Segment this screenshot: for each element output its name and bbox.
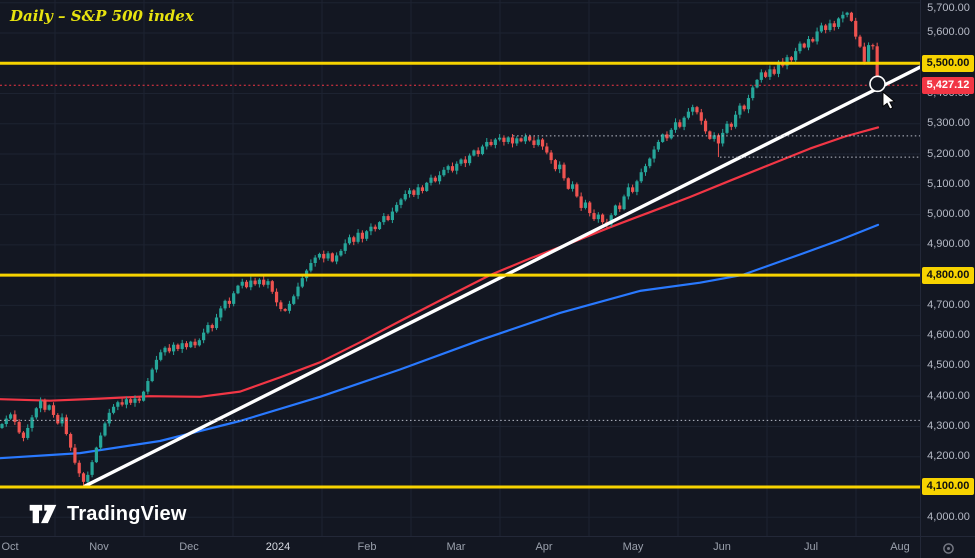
tradingview-watermark-text: TradingView bbox=[67, 502, 187, 525]
price-level-label-4800: 4,800.00 bbox=[922, 266, 974, 284]
price-tick-4200: 4,200.00 bbox=[927, 450, 970, 463]
price-tick-5000: 5,000.00 bbox=[927, 208, 970, 221]
price-tick-4900: 4,900.00 bbox=[927, 238, 970, 251]
price-tick-4300: 4,300.00 bbox=[927, 419, 970, 432]
last-price-label: 5,427.12 bbox=[922, 76, 974, 94]
chart-title: Daily – S&P 500 index bbox=[10, 7, 194, 25]
price-tick-5100: 5,100.00 bbox=[927, 177, 970, 190]
tradingview-watermark[interactable]: TradingView bbox=[28, 501, 187, 527]
time-tick-Jul: Jul bbox=[803, 541, 819, 553]
price-tick-4000: 4,000.00 bbox=[927, 510, 970, 523]
price-tick-4400: 4,400.00 bbox=[927, 389, 970, 402]
ma-slow-blue bbox=[0, 223, 880, 460]
candlesticks bbox=[0, 11, 879, 487]
time-tick-Feb: Feb bbox=[357, 541, 377, 553]
price-tick-4500: 4,500.00 bbox=[927, 359, 970, 372]
price-tick-5700: 5,700.00 bbox=[927, 2, 970, 14]
settings-gear-icon[interactable] bbox=[941, 541, 956, 556]
grid bbox=[0, 0, 920, 536]
time-tick-2024: 2024 bbox=[265, 541, 291, 553]
price-level-label-5500: 5,500.00 bbox=[922, 54, 974, 72]
price-tick-4600: 4,600.00 bbox=[927, 329, 970, 342]
trendline[interactable] bbox=[83, 65, 920, 488]
tradingview-logo-icon bbox=[29, 504, 57, 524]
mouse-cursor-icon bbox=[882, 91, 896, 110]
time-tick-May: May bbox=[622, 541, 644, 553]
time-axis[interactable]: Oct Nov Dec 2024 Feb Mar Apr May Jun Jul Aug bbox=[0, 536, 920, 558]
crosshair-marker bbox=[869, 75, 886, 93]
price-tick-5600: 5,600.00 bbox=[927, 26, 970, 39]
price-axis[interactable]: 5,700.005,600.005,500.005,400.005,300.00… bbox=[920, 0, 975, 536]
price-tick-5300: 5,300.00 bbox=[927, 117, 970, 130]
time-tick-Oct: Oct bbox=[1, 541, 19, 553]
time-tick-Aug: Aug bbox=[890, 541, 910, 553]
time-tick-Mar: Mar bbox=[446, 541, 466, 553]
time-tick-Apr: Apr bbox=[535, 541, 553, 553]
ma-fast-red bbox=[0, 126, 880, 402]
price-tick-5200: 5,200.00 bbox=[927, 147, 970, 160]
price-tick-4700: 4,700.00 bbox=[927, 298, 970, 311]
chart-plot-area[interactable] bbox=[0, 0, 920, 536]
time-tick-Jun: Jun bbox=[713, 541, 731, 553]
time-tick-Nov: Nov bbox=[89, 541, 109, 553]
time-tick-Dec: Dec bbox=[179, 541, 199, 553]
axis-corner bbox=[920, 536, 975, 558]
price-level-label-4100: 4,100.00 bbox=[922, 478, 974, 496]
